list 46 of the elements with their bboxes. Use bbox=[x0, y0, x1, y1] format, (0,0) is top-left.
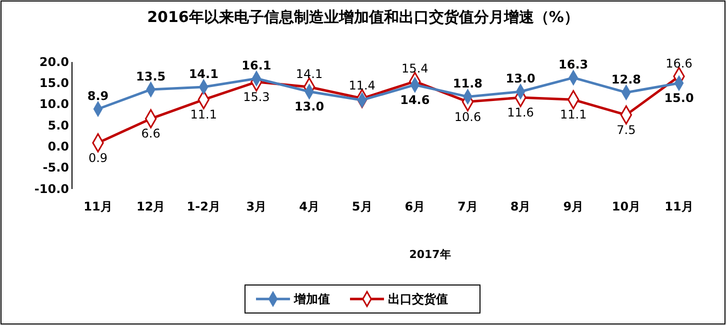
x-tick-label: 11月 bbox=[664, 200, 694, 214]
data-label: 13.5 bbox=[136, 70, 166, 84]
x-tick-label: 8月 bbox=[510, 200, 531, 214]
x-tick-label: 4月 bbox=[299, 200, 320, 214]
data-label: 11.4 bbox=[348, 78, 376, 92]
data-label: 15.0 bbox=[664, 91, 694, 106]
y-tick-label: 0.0 bbox=[48, 140, 69, 154]
chart-title: 2016年以来电子信息制造业增加值和出口交货值分月增速（%） bbox=[147, 8, 579, 26]
data-label: 14.6 bbox=[400, 92, 430, 107]
legend-label: 出口交货值 bbox=[388, 292, 448, 306]
y-tick-label: 5.0 bbox=[48, 118, 69, 132]
y-tick-label: 20.0 bbox=[39, 54, 69, 69]
x-tick-label: 10月 bbox=[612, 200, 641, 214]
data-label: 12.8 bbox=[611, 72, 641, 86]
x-tick-label: 11月 bbox=[84, 200, 112, 214]
data-label: 16.6 bbox=[666, 56, 692, 70]
data-label: 13.0 bbox=[294, 100, 324, 114]
data-label: 16.3 bbox=[558, 58, 588, 72]
y-tick-label: -10.0 bbox=[34, 182, 69, 196]
x-tick-label: 7月 bbox=[458, 200, 478, 214]
data-label: 14.1 bbox=[188, 66, 218, 81]
text: 2017年 bbox=[409, 248, 451, 261]
x-tick-label: 9月 bbox=[563, 200, 584, 214]
data-label: 6.6 bbox=[141, 126, 160, 141]
data-label: 11.1 bbox=[560, 108, 587, 122]
data-label: 8.9 bbox=[87, 88, 109, 103]
x-tick-label: 12月 bbox=[136, 200, 166, 214]
data-label: 7.5 bbox=[616, 122, 636, 137]
data-label: 15.3 bbox=[243, 90, 270, 104]
data-label: 15.4 bbox=[402, 61, 428, 76]
data-label: 11.6 bbox=[507, 106, 534, 120]
data-label: 11.8 bbox=[452, 76, 483, 91]
x-tick-label: 6月 bbox=[404, 200, 426, 214]
y-tick-label: -5.0 bbox=[42, 160, 69, 175]
legend-label: 增加值 bbox=[293, 292, 330, 306]
data-label: 10.6 bbox=[454, 110, 482, 124]
x-tick-label: 1-2月 bbox=[186, 200, 220, 214]
y-tick-label: 10.0 bbox=[39, 97, 69, 112]
data-label: 0.9 bbox=[88, 150, 108, 165]
data-label: 13.0 bbox=[506, 72, 536, 86]
x-tick-label: 5月 bbox=[352, 200, 372, 214]
data-label: 14.1 bbox=[296, 66, 323, 81]
data-label: 11.1 bbox=[190, 108, 217, 122]
y-tick-label: 15.0 bbox=[39, 76, 69, 90]
x-tick-label: 3月 bbox=[246, 200, 267, 214]
data-label: 16.1 bbox=[242, 58, 272, 73]
